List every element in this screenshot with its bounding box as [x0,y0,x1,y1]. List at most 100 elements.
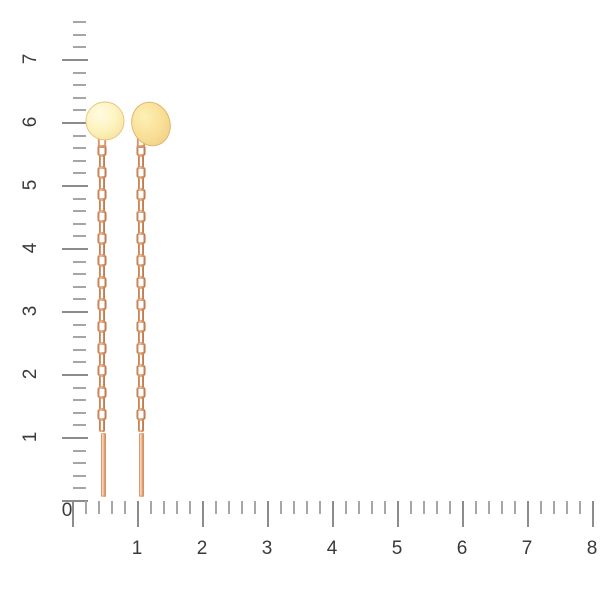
ruler-origin-label: 0 [61,500,73,521]
ruler-tick-major-vertical [62,437,88,439]
ruler-label-horizontal: 5 [391,538,403,559]
ruler-tick-minor-horizontal [293,501,295,514]
ruler-tick-minor-vertical [73,34,86,36]
ruler-tick-minor-vertical [73,324,86,326]
ruler-tick-minor-horizontal [85,501,87,514]
ruler-tick-minor-vertical [73,361,86,363]
ruler-tick-minor-horizontal [306,501,308,514]
right-earring [131,101,171,497]
ruler-tick-minor-vertical [73,487,86,489]
ruler-tick-major-vertical [62,122,88,124]
ruler-tick-minor-horizontal [280,501,282,514]
ruler-tick-minor-horizontal [150,501,152,514]
ruler-tick-minor-horizontal [124,501,126,514]
ruler-tick-minor-horizontal [553,501,555,514]
ruler-tick-minor-vertical [73,21,86,23]
ruler-label-horizontal: 1 [131,538,143,559]
ruler-tick-minor-vertical [73,72,86,74]
ruler-tick-minor-vertical [73,84,86,86]
ruler-tick-minor-vertical [73,160,86,162]
ruler-tick-minor-vertical [73,412,86,414]
ruler-label-horizontal: 4 [326,538,338,559]
ruler-tick-minor-vertical [73,46,86,48]
ruler-tick-minor-vertical [73,109,86,111]
earring-bar-highlight [140,434,142,495]
ruler-label-horizontal: 2 [196,538,208,559]
ruler-tick-minor-vertical [73,387,86,389]
ruler-tick-minor-vertical [73,273,86,275]
ruler-tick-minor-vertical [73,286,86,288]
ruler-tick-major-vertical [62,500,88,502]
ruler-tick-minor-horizontal [384,501,386,514]
ruler-tick-major-vertical [62,59,88,61]
earring-bar [139,433,144,497]
ruler-tick-minor-horizontal [501,501,503,514]
ruler-tick-minor-vertical [73,210,86,212]
ruler-tick-major-horizontal [202,501,204,527]
ruler-tick-minor-vertical [73,261,86,263]
ruler-tick-minor-vertical [73,172,86,174]
ruler-tick-major-horizontal [137,501,139,527]
ruler-tick-major-vertical [62,374,88,376]
ruler-tick-minor-horizontal [254,501,256,514]
ruler-tick-major-vertical [62,185,88,187]
left-earring [85,101,125,497]
ruler-tick-minor-horizontal [241,501,243,514]
ruler-tick-minor-horizontal [579,501,581,514]
ruler-tick-minor-horizontal [475,501,477,514]
ruler-tick-major-horizontal [72,501,74,527]
ruler-tick-minor-horizontal [319,501,321,514]
ruler-tick-minor-horizontal [540,501,542,514]
ruler-tick-minor-vertical [73,298,86,300]
ruler-tick-minor-horizontal [345,501,347,514]
ruler-tick-major-horizontal [592,501,594,527]
earring-disc [131,101,171,147]
ruler-tick-minor-vertical [73,223,86,225]
ruler-tick-minor-horizontal [176,501,178,514]
ruler-tick-minor-vertical [73,462,86,464]
ruler-tick-minor-vertical [73,235,86,237]
ruler-tick-minor-horizontal [514,501,516,514]
ruler-tick-minor-horizontal [488,501,490,514]
ruler-label-horizontal: 7 [521,538,533,559]
ruler-tick-major-vertical [62,311,88,313]
earring-disc [85,101,125,141]
ruler-tick-minor-horizontal [215,501,217,514]
ruler-tick-minor-horizontal [423,501,425,514]
ruler-tick-minor-vertical [73,135,86,137]
ruler-tick-minor-vertical [73,349,86,351]
earring-chain [97,144,107,432]
ruler-tick-minor-horizontal [436,501,438,514]
ruler-tick-minor-vertical [73,450,86,452]
ruler-tick-minor-vertical [73,147,86,149]
ruler-tick-minor-horizontal [449,501,451,514]
earring-bar-highlight [102,434,104,495]
ruler-tick-minor-vertical [73,475,86,477]
earring-chain [136,144,146,432]
ruler-tick-minor-vertical [73,336,86,338]
ruler-tick-minor-horizontal [228,501,230,514]
ruler-tick-major-horizontal [332,501,334,527]
ruler-tick-major-horizontal [462,501,464,527]
ruler-tick-minor-vertical [73,424,86,426]
ruler-tick-minor-vertical [73,198,86,200]
ruler-tick-major-horizontal [267,501,269,527]
ruler-tick-minor-horizontal [566,501,568,514]
ruler-tick-minor-horizontal [358,501,360,514]
ruler-label-horizontal: 3 [261,538,273,559]
ruler-label-horizontal: 8 [586,538,598,559]
ruler-tick-major-vertical [62,248,88,250]
ruler-tick-minor-vertical [73,399,86,401]
ruler-tick-minor-horizontal [163,501,165,514]
ruler-tick-major-horizontal [397,501,399,527]
ruler-tick-minor-vertical [73,97,86,99]
ruler-label-horizontal: 6 [456,538,468,559]
ruler-tick-minor-horizontal [189,501,191,514]
ruler-tick-major-horizontal [527,501,529,527]
earring-bar [101,433,106,497]
ruler-tick-minor-horizontal [371,501,373,514]
ruler-tick-minor-horizontal [98,501,100,514]
